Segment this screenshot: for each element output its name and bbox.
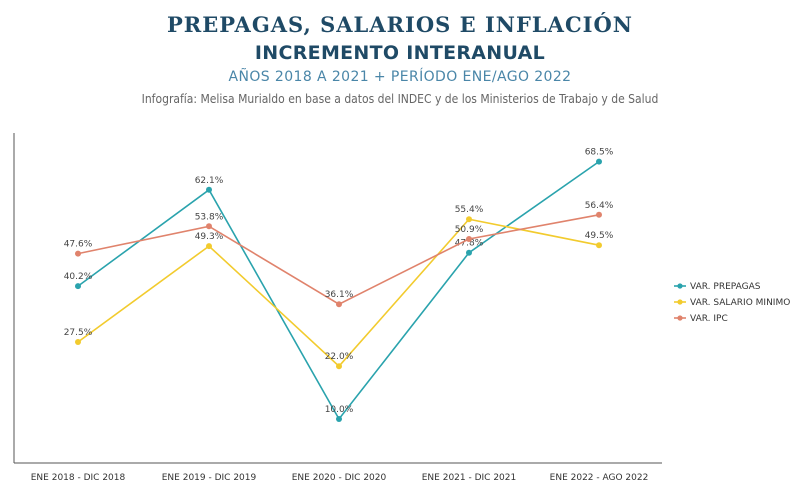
data-label-var-salario-minimo: 22.0%	[325, 352, 354, 362]
data-label-var-salario-minimo: 49.5%	[585, 231, 614, 241]
data-label-var-ipc: 36.1%	[325, 290, 354, 300]
legend-label-var-salario-minimo: VAR. SALARIO MINIMO	[690, 298, 790, 308]
chart-subtitle: INCREMENTO INTERANUAL	[254, 42, 546, 64]
data-point-var-salario-minimo	[75, 339, 81, 345]
data-point-var-prepagas	[75, 283, 81, 290]
x-tick-label: ENE 2019 - DIC 2019	[162, 473, 257, 483]
data-point-var-ipc	[336, 301, 342, 308]
legend-marker-var-prepagas	[677, 283, 683, 289]
data-label-var-prepagas: 10.0%	[325, 405, 354, 415]
data-label-var-prepagas: 68.5%	[585, 148, 614, 158]
legend-label-var-prepagas: VAR. PREPAGAS	[690, 282, 761, 292]
data-label-var-salario-minimo: 27.5%	[64, 328, 93, 338]
data-label-var-salario-minimo: 49.3%	[195, 232, 224, 242]
data-point-var-prepagas	[336, 416, 342, 422]
data-label-var-ipc: 56.4%	[585, 201, 614, 211]
data-label-var-ipc: 50.9%	[455, 225, 484, 235]
legend-marker-var-salario-minimo	[677, 299, 683, 305]
data-point-var-salario-minimo	[206, 243, 212, 250]
data-point-var-ipc	[206, 223, 212, 230]
data-point-var-ipc	[75, 250, 81, 257]
data-label-var-ipc: 47.6%	[64, 240, 93, 250]
data-label-var-prepagas: 62.1%	[195, 176, 224, 186]
data-point-var-prepagas	[206, 186, 212, 193]
data-point-var-ipc	[596, 211, 602, 218]
data-label-var-salario-minimo: 55.4%	[455, 205, 484, 215]
x-tick-label: ENE 2020 - DIC 2020	[292, 473, 387, 483]
x-tick-label: ENE 2018 - DIC 2018	[31, 473, 126, 483]
legend-label-var-ipc: VAR. IPC	[690, 314, 728, 324]
data-label-var-ipc: 53.8%	[195, 212, 224, 222]
data-label-var-prepagas: 47.8%	[455, 239, 484, 249]
data-point-var-salario-minimo	[336, 363, 342, 370]
chart-title: PREPAGAS, SALARIOS E INFLACIÓN	[167, 12, 633, 37]
chart-period: AÑOS 2018 A 2021 + PERÍODO ENE/AGO 2022	[228, 69, 572, 85]
chart-credit: Infografía: Melisa Murialdo en base a da…	[141, 92, 659, 106]
data-label-var-prepagas: 40.2%	[64, 272, 93, 282]
x-tick-label: ENE 2021 - DIC 2021	[422, 473, 516, 483]
data-point-var-prepagas	[596, 158, 602, 165]
data-point-var-ipc	[466, 236, 472, 242]
data-point-var-prepagas	[466, 249, 472, 256]
legend-marker-var-ipc	[677, 315, 683, 321]
data-point-var-salario-minimo	[596, 242, 602, 249]
x-tick-label: ENE 2022 - AGO 2022	[550, 473, 649, 483]
data-point-var-salario-minimo	[466, 216, 472, 223]
